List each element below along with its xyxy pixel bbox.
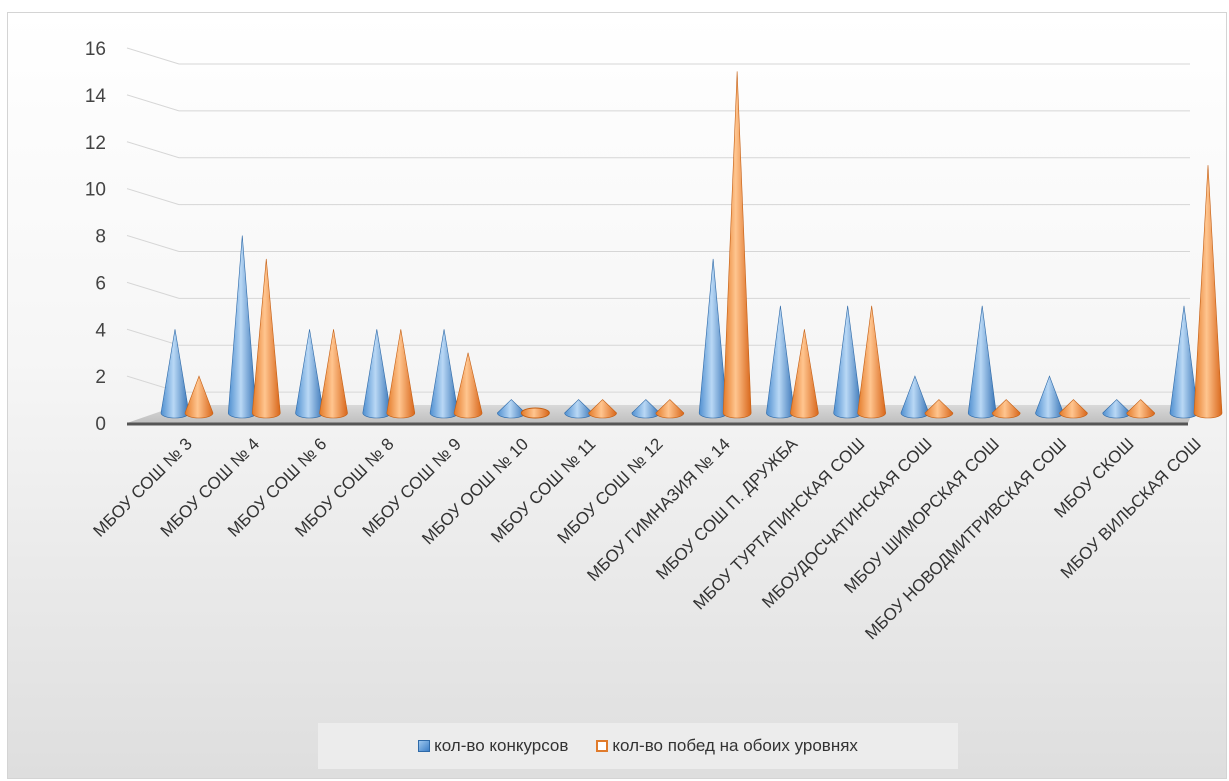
gridlines	[126, 47, 1190, 393]
y-tick-label: 6	[95, 273, 106, 294]
cone-wins	[1126, 399, 1156, 419]
cone-contests	[967, 305, 997, 419]
cone-wins	[251, 258, 281, 419]
cone-wins	[588, 399, 617, 419]
y-tick-label: 8	[95, 227, 106, 248]
gridline	[126, 141, 1190, 159]
y-tick-label: 16	[85, 39, 106, 60]
chart-frame	[7, 12, 1227, 779]
legend-item-contests: кол-во конкурсов	[418, 736, 568, 756]
cone-wins	[184, 375, 214, 419]
x-category-label: МБОУ СОШ П. ДРУЖБА	[652, 434, 801, 583]
cone-contests	[564, 399, 593, 419]
cone-wins	[386, 329, 416, 419]
y-tick-label: 4	[95, 320, 106, 341]
cone-wins	[857, 305, 886, 419]
y-tick-label: 10	[85, 180, 106, 201]
cone-wins	[1193, 165, 1223, 419]
cone-contests	[429, 329, 459, 419]
cone-wins	[655, 399, 685, 419]
y-axis: 0 2 4 6 8 10 12 14 16	[85, 39, 107, 435]
gridline	[126, 328, 1190, 346]
cone-wins	[319, 329, 348, 419]
cone-contests	[497, 399, 526, 419]
cone-wins	[520, 407, 550, 419]
gridline	[126, 188, 1190, 206]
legend: кол-во конкурсов кол-во побед на обоих у…	[318, 723, 958, 769]
y-tick-label: 14	[85, 86, 107, 107]
cone-contests	[900, 375, 930, 419]
cone-contests	[1035, 375, 1064, 419]
legend-label-wins: кол-во побед на обоих уровнях	[612, 736, 858, 755]
cone-contests	[160, 329, 190, 419]
cone-contests	[833, 305, 862, 419]
legend-label-contests: кол-во конкурсов	[434, 736, 569, 755]
cones	[160, 71, 1223, 419]
cone-contests	[1102, 399, 1132, 419]
cone-wins	[790, 329, 819, 419]
cone-wins	[453, 352, 483, 419]
cone-contests	[698, 258, 728, 419]
y-tick-label: 12	[85, 133, 106, 154]
cone-contests	[631, 399, 661, 419]
cone-wins	[991, 399, 1021, 419]
legend-swatch-blue	[418, 740, 431, 752]
legend-swatch-orange	[596, 740, 609, 752]
gridline	[126, 375, 1190, 393]
legend-item-wins: кол-во побед на обоих уровнях	[596, 736, 858, 756]
cone-contests	[295, 329, 324, 419]
cone-wins	[722, 71, 752, 419]
cone-contests	[227, 235, 257, 419]
gridline	[126, 94, 1190, 112]
cone-wins	[924, 399, 954, 419]
cone-contests	[362, 329, 392, 419]
gridline	[126, 235, 1190, 252]
cone-contests	[1169, 305, 1199, 419]
x-category-label: МБОУ ВИЛЬСКАЯ СОШ	[1057, 434, 1205, 582]
gridline	[126, 281, 1190, 299]
y-tick-label: 0	[95, 414, 106, 435]
cone-wins	[1059, 399, 1088, 419]
gridline	[126, 47, 1190, 65]
y-tick-label: 2	[95, 367, 106, 388]
cone-contests	[766, 305, 795, 419]
